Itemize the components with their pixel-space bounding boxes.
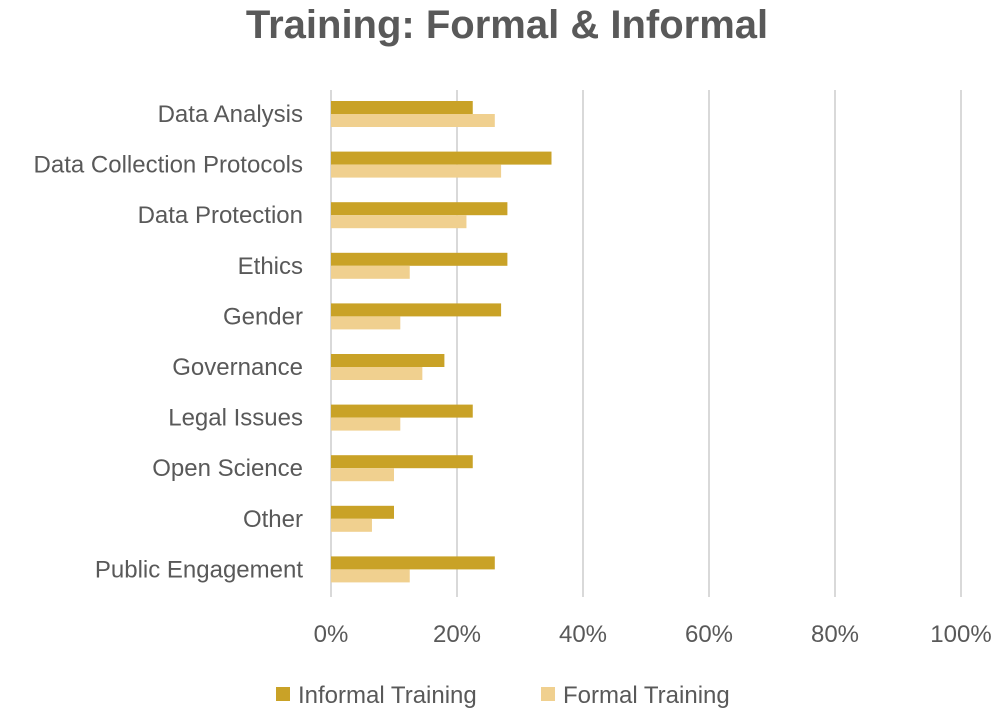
bar-informal-training: [331, 556, 495, 570]
category-label: Gender: [223, 303, 303, 330]
category-label: Legal Issues: [168, 405, 303, 432]
category-label: Data Collection Protocols: [34, 152, 303, 179]
bar-informal-training: [331, 354, 445, 367]
bar-formal-training: [331, 468, 394, 482]
category-label: Data Protection: [138, 202, 303, 229]
category-label: Public Engagement: [95, 556, 303, 583]
bar-formal-training: [331, 114, 495, 127]
bar-informal-training: [331, 202, 508, 216]
category-label: Data Analysis: [158, 101, 303, 128]
category-label: Governance: [172, 354, 303, 381]
bar-formal-training: [331, 569, 410, 583]
legend-label: Formal Training: [563, 682, 730, 709]
bar-informal-training: [331, 455, 473, 469]
bar-informal-training: [331, 151, 552, 165]
chart-title: Training: Formal & Informal: [246, 3, 768, 47]
x-tick-label: 100%: [930, 621, 991, 648]
x-tick-label: 80%: [811, 621, 859, 648]
legend-label: Informal Training: [298, 682, 477, 709]
bar-informal-training: [331, 505, 394, 519]
bar-formal-training: [331, 417, 401, 431]
legend: Informal Training Formal Training: [276, 682, 730, 709]
legend-swatch: [541, 687, 555, 701]
x-tick-label: 20%: [433, 621, 481, 648]
bar-informal-training: [331, 303, 502, 317]
bar-formal-training: [331, 265, 410, 279]
category-label: Other: [243, 506, 303, 533]
category-label: Ethics: [238, 253, 303, 280]
bars: [331, 101, 552, 583]
bar-formal-training: [331, 367, 423, 380]
bar-formal-training: [331, 518, 372, 532]
bar-informal-training: [331, 252, 508, 266]
x-tick-label: 60%: [685, 621, 733, 648]
legend-swatch: [276, 687, 290, 701]
bar-formal-training: [331, 164, 502, 178]
bar-formal-training: [331, 215, 467, 229]
x-tick-label: 40%: [559, 621, 607, 648]
x-tick-label: 0%: [314, 621, 349, 648]
category-label: Open Science: [152, 455, 303, 482]
x-tick-labels: 0% 20% 40% 60% 80% 100%: [314, 621, 992, 648]
bar-informal-training: [331, 404, 473, 418]
category-labels: Data Analysis Data Collection Protocols Da…: [34, 101, 304, 583]
bar-formal-training: [331, 316, 401, 330]
bar-informal-training: [331, 101, 473, 114]
